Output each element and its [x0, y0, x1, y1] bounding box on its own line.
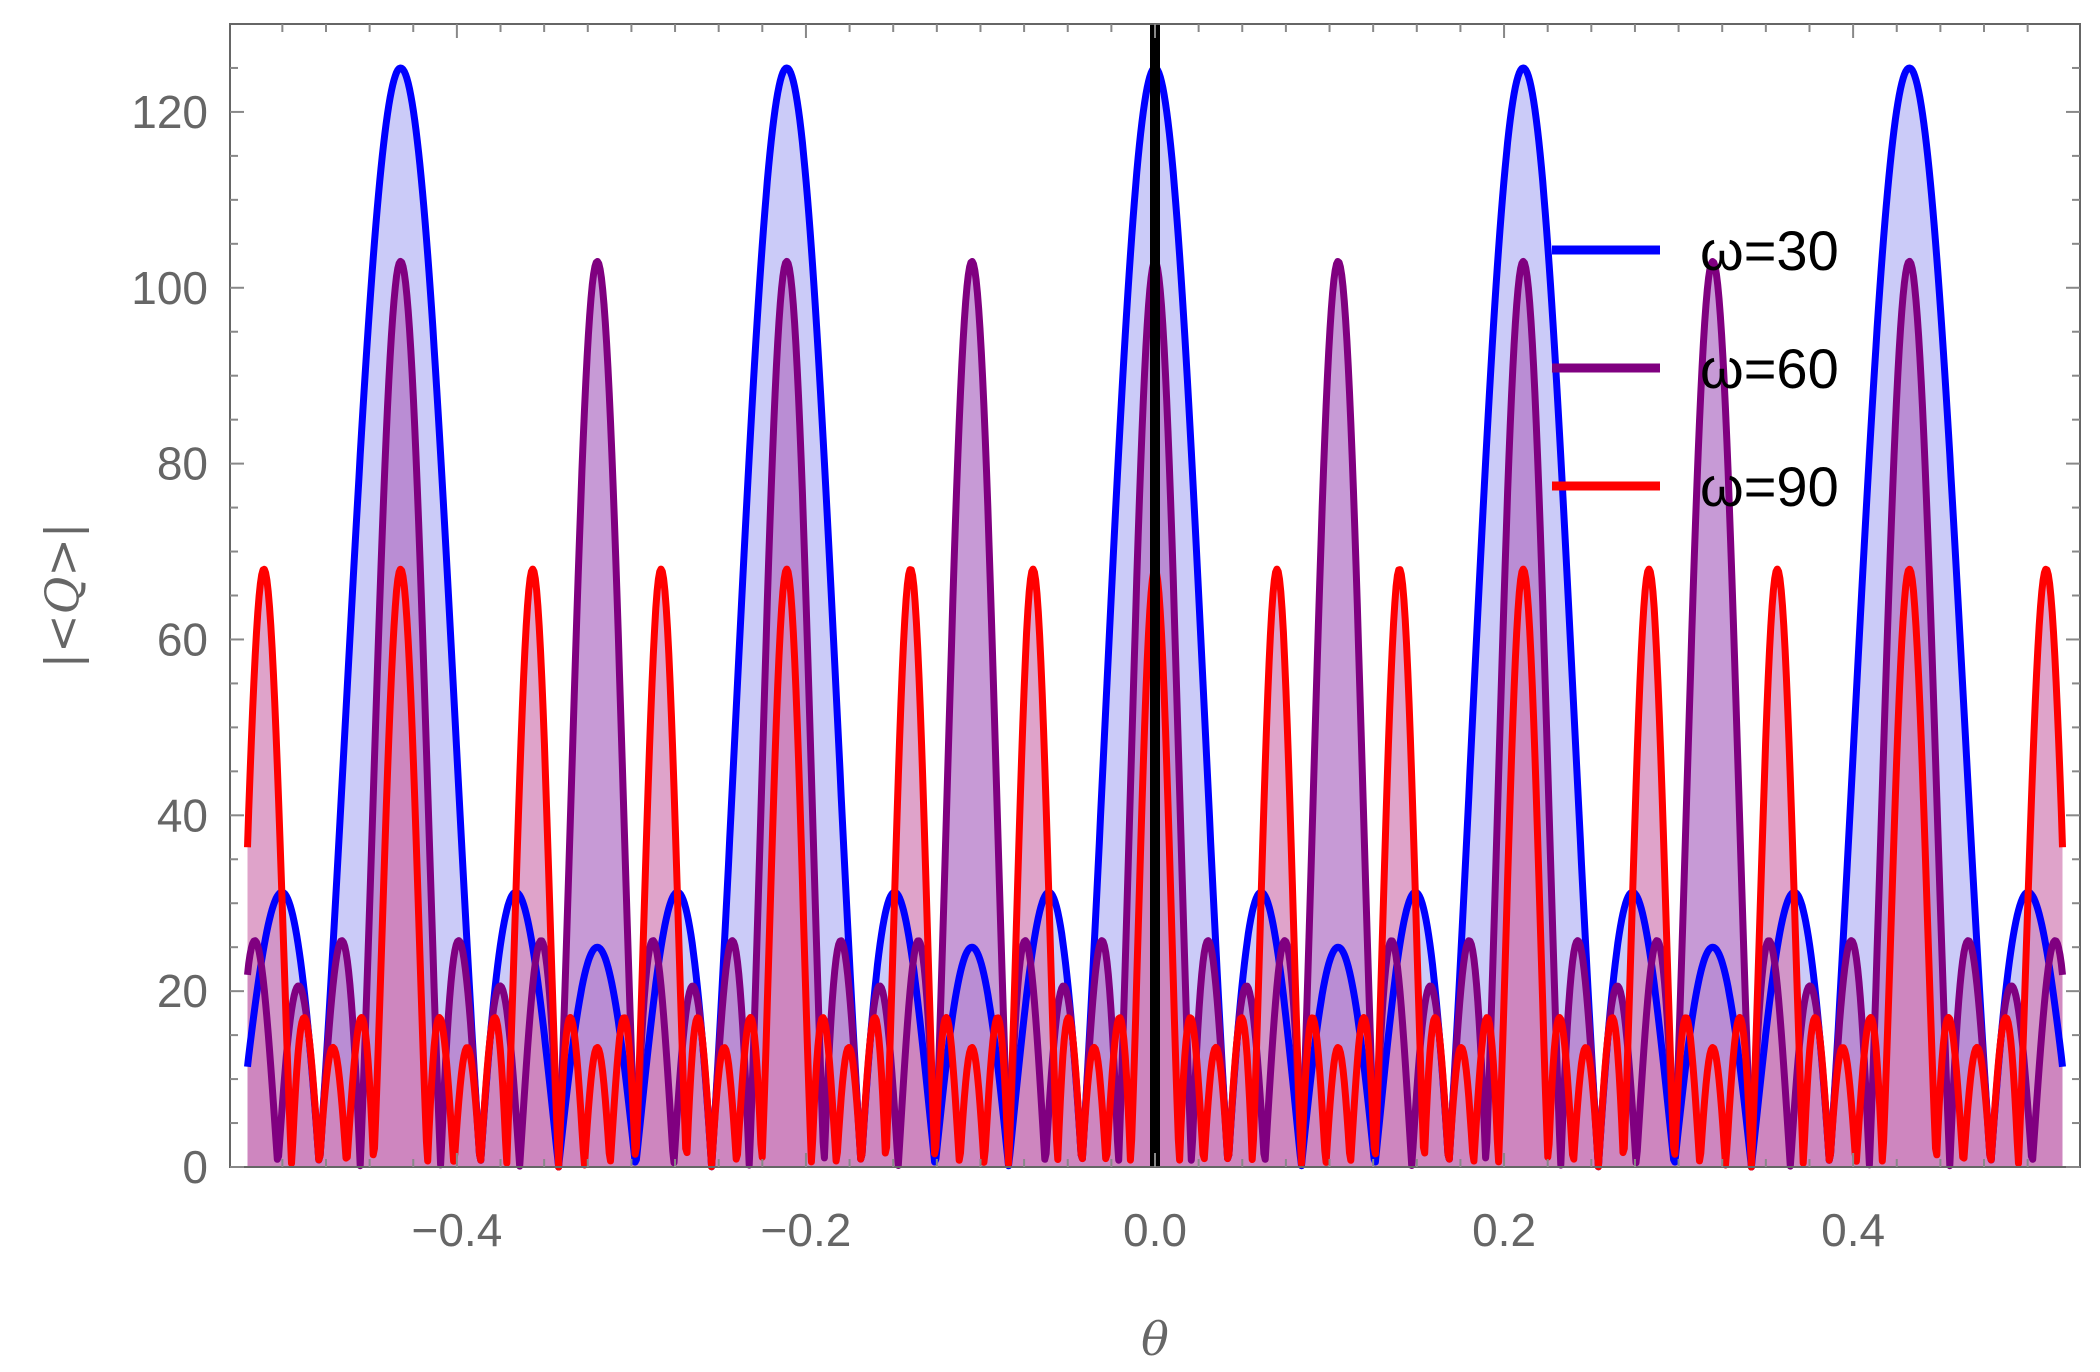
x-tick-label: −0.2 [761, 1204, 852, 1256]
legend: ω=30 ω=60 ω=90 [1552, 219, 1839, 518]
y-tick-label: 120 [131, 86, 208, 138]
x-tick-label: −0.4 [411, 1204, 502, 1256]
x-tick-label: 0.4 [1821, 1204, 1885, 1256]
y-tick-labels: 0 20 40 60 80 100 120 [131, 86, 208, 1193]
y-tick-label: 60 [157, 613, 208, 665]
legend-label-2: ω=60 [1700, 337, 1839, 400]
legend-label-1: ω=30 [1700, 219, 1839, 282]
y-tick-label: 0 [182, 1141, 208, 1193]
y-axis-label: |<Q>| [35, 523, 89, 669]
y-tick-label: 80 [157, 438, 208, 490]
x-tick-label: 0.2 [1472, 1204, 1536, 1256]
y-tick-label: 20 [157, 965, 208, 1017]
legend-label-3: ω=90 [1700, 455, 1839, 518]
x-axis-label: θ [1141, 1312, 1169, 1366]
axis-ticks [230, 24, 2080, 1168]
y-tick-label: 40 [157, 789, 208, 841]
x-tick-label: 0.0 [1123, 1204, 1187, 1256]
y-tick-label: 100 [131, 262, 208, 314]
x-tick-labels: −0.4 −0.2 0.0 0.2 0.4 [411, 1204, 1885, 1256]
